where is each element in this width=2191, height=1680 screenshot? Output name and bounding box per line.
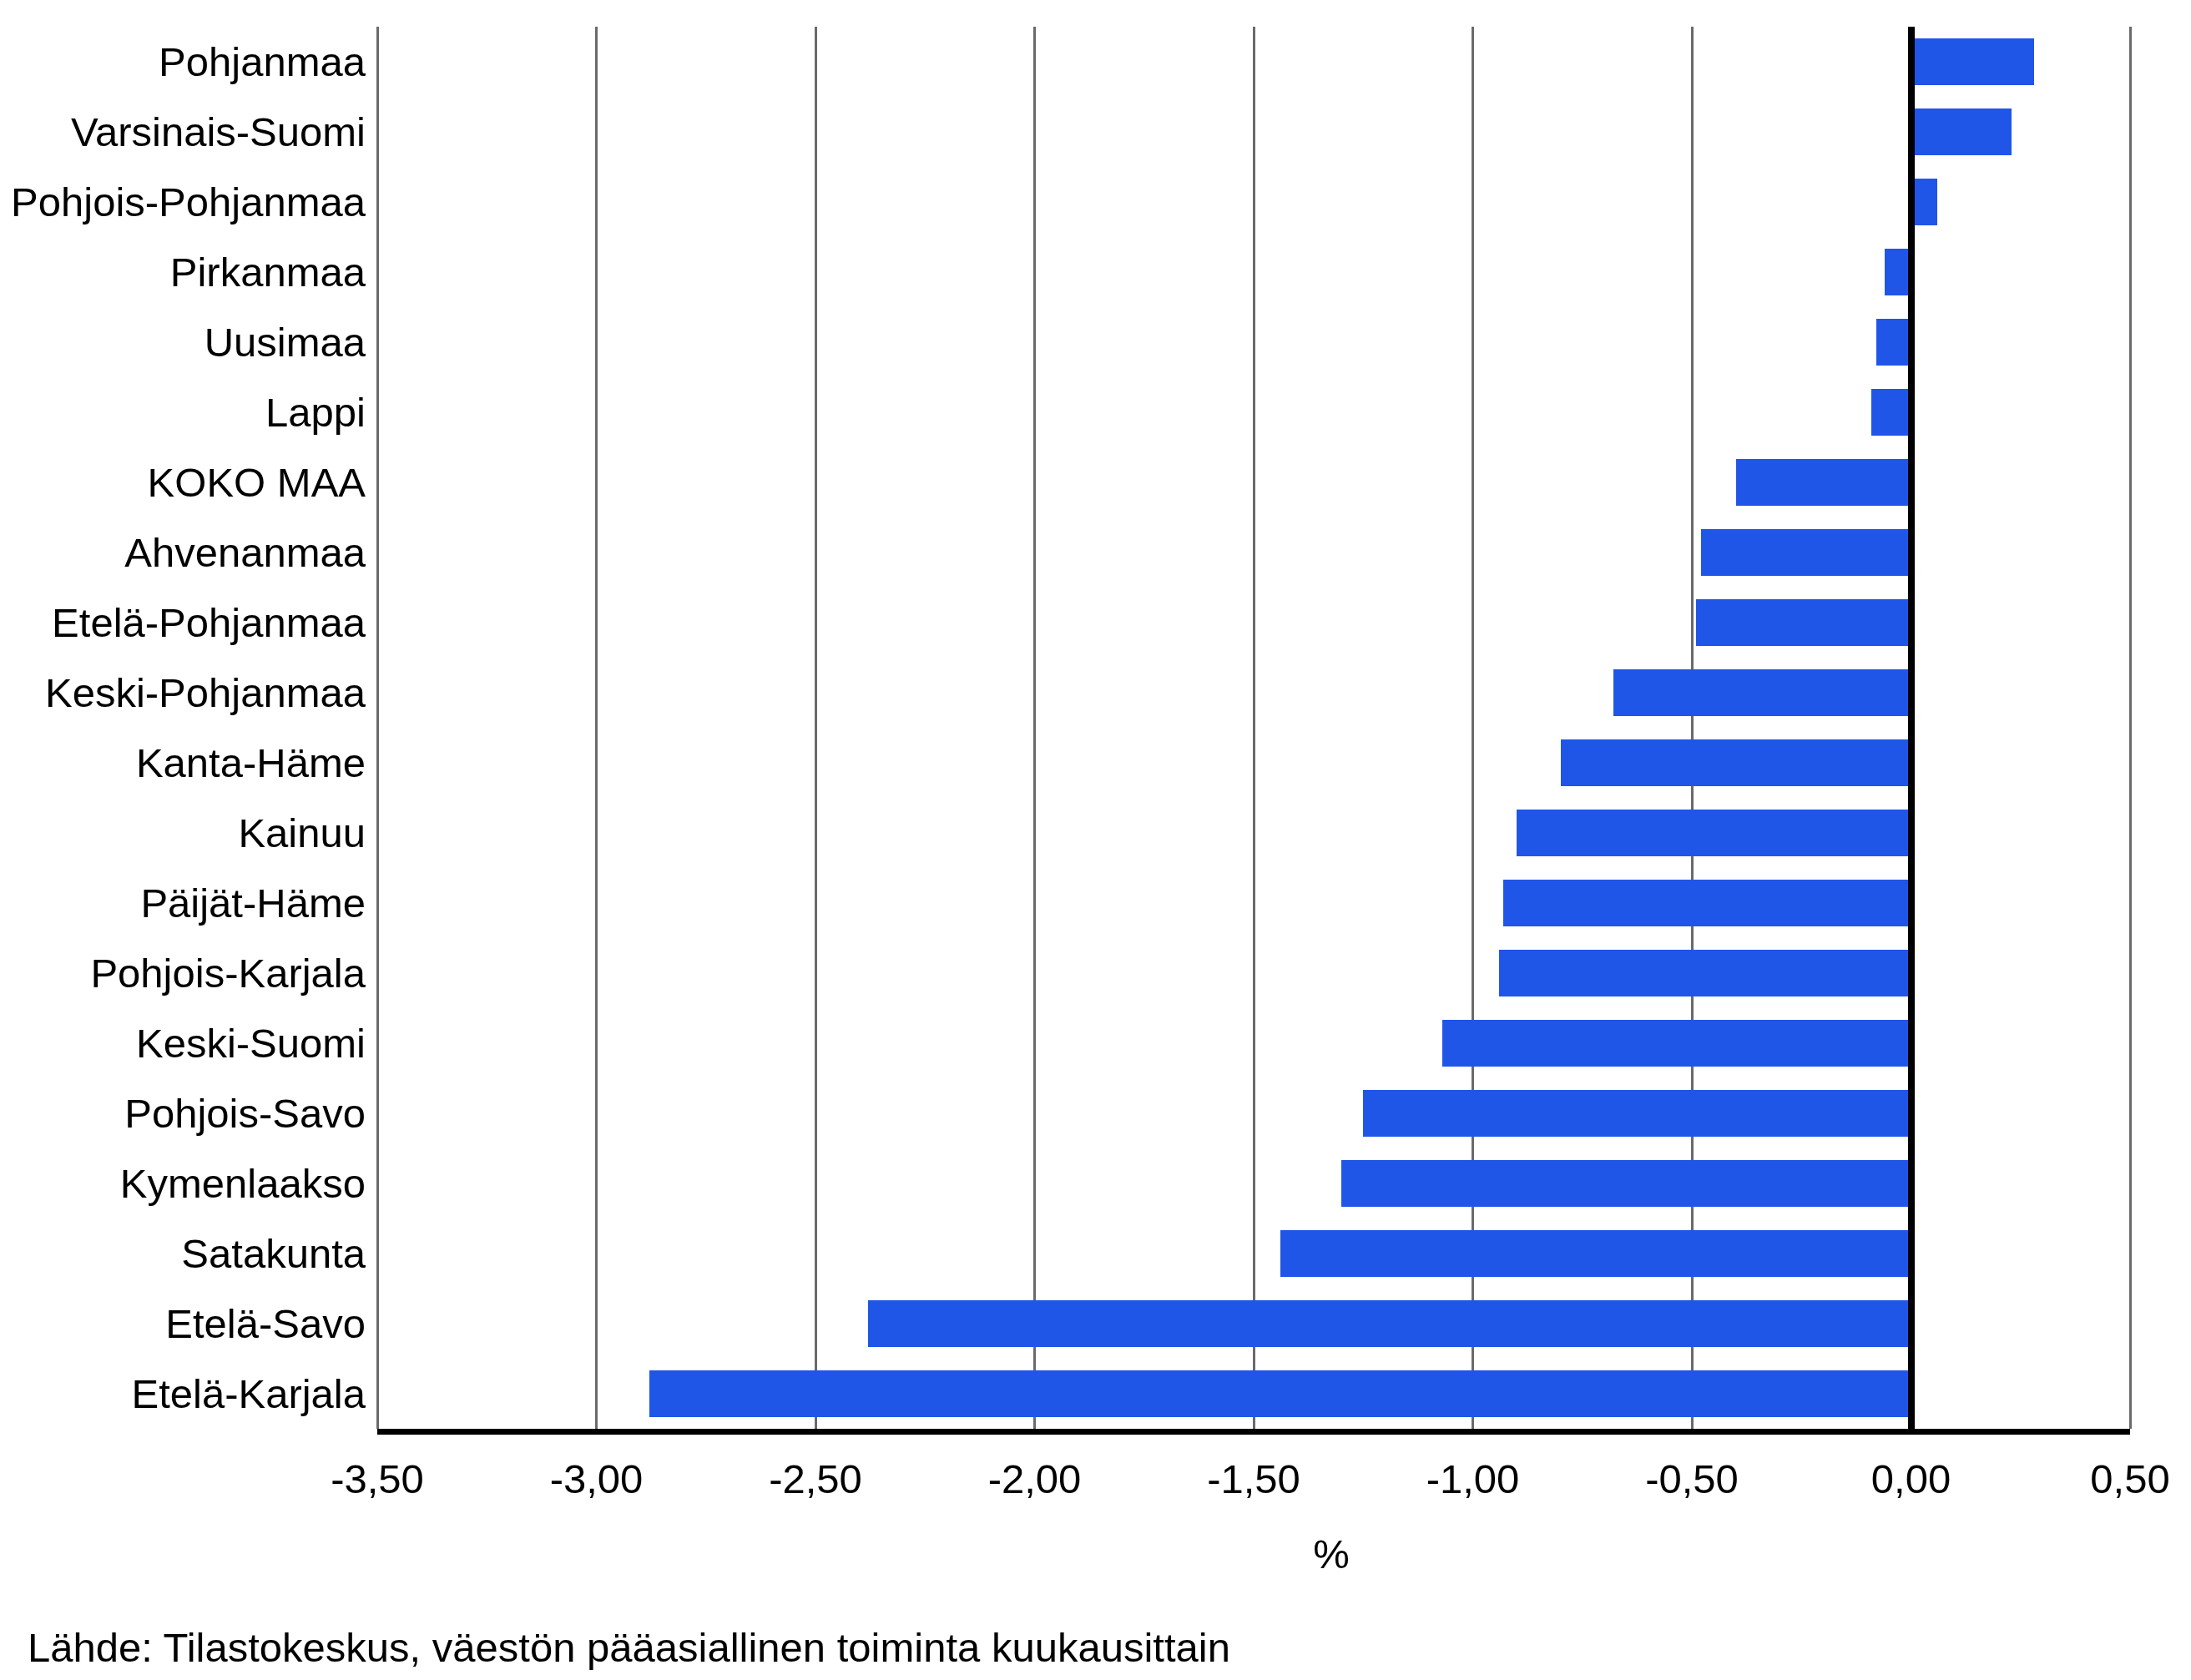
x-tick-label: 0,50 xyxy=(2038,1456,2191,1501)
bar xyxy=(1499,950,1911,996)
category-label: Kymenlaakso xyxy=(0,1160,366,1207)
category-label: Satakunta xyxy=(0,1230,366,1277)
bar xyxy=(1442,1020,1911,1067)
category-label: Päijät-Häme xyxy=(0,880,366,926)
source-note: Lähde: Tilastokeskus, väestön pääasialli… xyxy=(28,1624,1230,1671)
category-label: Varsinais-Suomi xyxy=(0,108,366,155)
bar xyxy=(1363,1090,1911,1137)
zero-line xyxy=(1908,27,1915,1435)
category-label: Keski-Pohjanmaa xyxy=(0,669,366,716)
gridline xyxy=(595,27,598,1429)
category-label: Uusimaa xyxy=(0,319,366,366)
x-tick-label: -3,00 xyxy=(505,1456,689,1501)
gridline xyxy=(2129,27,2132,1429)
x-tick-label: -0,50 xyxy=(1600,1456,1784,1501)
gridline xyxy=(1253,27,1255,1429)
gridline xyxy=(1472,27,1474,1429)
gridline xyxy=(1691,27,1694,1429)
category-label: Pohjanmaa xyxy=(0,38,366,85)
x-tick-label: -1,50 xyxy=(1162,1456,1345,1501)
bar xyxy=(1341,1160,1911,1207)
x-tick-label: 0,00 xyxy=(1820,1456,2003,1501)
bar xyxy=(1517,810,1911,856)
category-label: Etelä-Karjala xyxy=(0,1370,366,1417)
x-axis-title: % xyxy=(1248,1531,1415,1577)
category-label: Pohjois-Pohjanmaa xyxy=(0,179,366,225)
category-label: Ahvenanmaa xyxy=(0,529,366,576)
bar xyxy=(649,1370,1911,1417)
bar xyxy=(1876,319,1911,366)
category-label: Lappi xyxy=(0,389,366,436)
category-label: Kanta-Häme xyxy=(0,739,366,786)
category-label: Keski-Suomi xyxy=(0,1020,366,1067)
category-label: Etelä-Savo xyxy=(0,1300,366,1347)
bar xyxy=(1701,529,1911,576)
category-label: Pohjois-Karjala xyxy=(0,950,366,996)
bar xyxy=(1696,599,1911,646)
category-label: Kainuu xyxy=(0,810,366,856)
bar xyxy=(1911,108,2012,155)
bar xyxy=(1503,880,1911,926)
x-tick-label: -2,00 xyxy=(943,1456,1127,1501)
category-label: KOKO MAA xyxy=(0,459,366,506)
bar xyxy=(868,1300,1911,1347)
bar-chart: Pohjanmaa Varsinais-Suomi Pohjois-Pohjanma… xyxy=(0,0,2191,1680)
gridline xyxy=(376,27,379,1429)
x-tick-label: -3,50 xyxy=(285,1456,469,1501)
bar xyxy=(1911,179,1938,225)
bar xyxy=(1736,459,1911,506)
category-label: Pirkanmaa xyxy=(0,249,366,295)
gridline xyxy=(1033,27,1036,1429)
bar xyxy=(1280,1230,1911,1277)
x-tick-label: -2,50 xyxy=(724,1456,907,1501)
category-label: Etelä-Pohjanmaa xyxy=(0,599,366,646)
category-label: Pohjois-Savo xyxy=(0,1090,366,1137)
x-tick-label: -1,00 xyxy=(1381,1456,1565,1501)
bar xyxy=(1561,739,1911,786)
x-axis-line xyxy=(377,1429,2130,1435)
bar xyxy=(1613,669,1911,716)
gridline xyxy=(815,27,817,1429)
bar xyxy=(1911,38,2034,85)
bar xyxy=(1871,389,1911,436)
